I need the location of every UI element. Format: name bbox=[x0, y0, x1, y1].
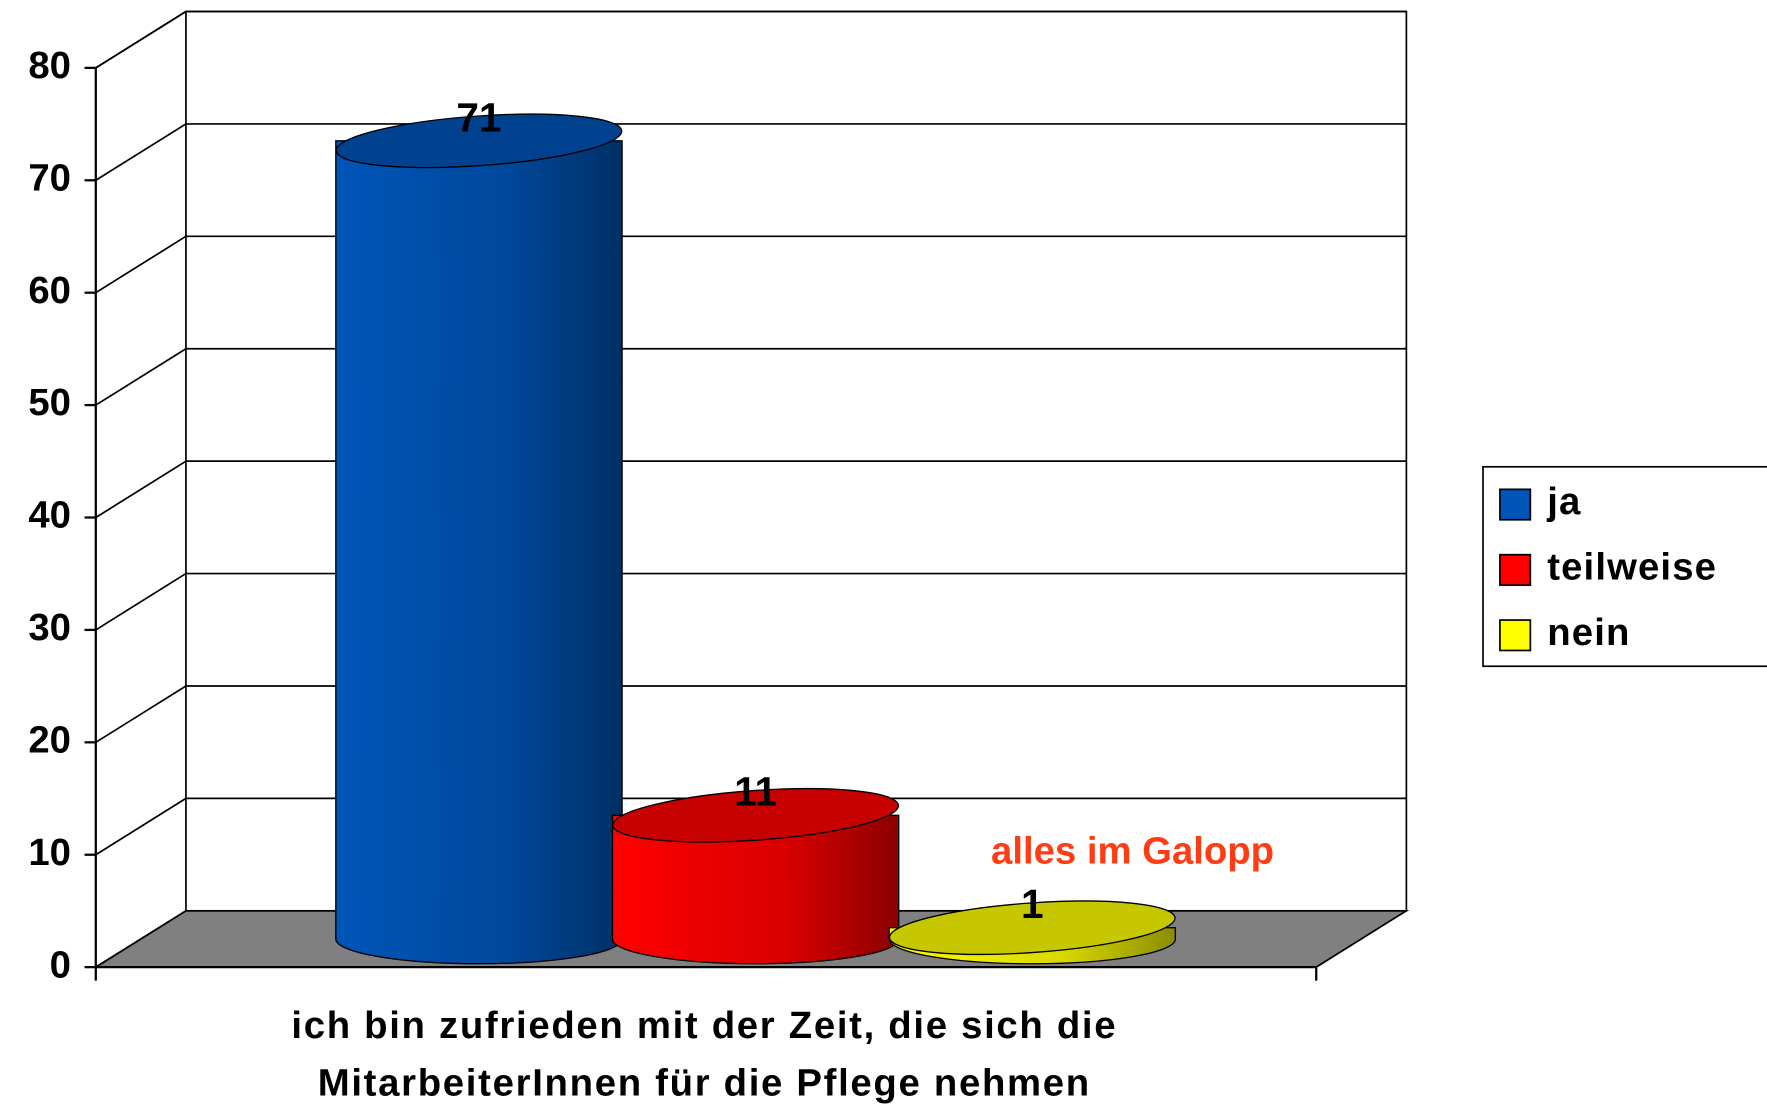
grid-line bbox=[95, 685, 187, 744]
grid-line bbox=[95, 572, 187, 631]
cylinder-body bbox=[611, 814, 900, 965]
legend-label: teilweise bbox=[1547, 545, 1717, 588]
legend-label: nein bbox=[1547, 611, 1630, 654]
cylinder bbox=[611, 787, 900, 965]
y-tick-label: 40 bbox=[28, 494, 71, 537]
cylinder-body bbox=[335, 140, 623, 965]
cylinder-top bbox=[335, 113, 623, 169]
legend-swatch bbox=[1499, 488, 1532, 521]
value-label: 1 bbox=[1021, 881, 1044, 927]
y-tick-label: 70 bbox=[28, 156, 71, 199]
x-label-box: ich bin zufrieden mit der Zeit, die sich… bbox=[291, 1004, 1118, 1105]
y-tick-label: 60 bbox=[28, 269, 71, 312]
cylinder-top bbox=[612, 787, 900, 843]
value-label: 11 bbox=[734, 769, 777, 815]
legend-swatch bbox=[1499, 619, 1532, 652]
grid-line bbox=[95, 123, 187, 181]
grid-line bbox=[95, 797, 187, 856]
y-tick-label: 30 bbox=[28, 606, 71, 649]
y-tick-label: 10 bbox=[28, 831, 71, 874]
grid-line bbox=[95, 910, 187, 968]
cylinder bbox=[888, 900, 1177, 965]
y-tick-label: 0 bbox=[50, 943, 71, 986]
value-label: 71 bbox=[456, 94, 501, 140]
y-tick-label: 20 bbox=[28, 718, 71, 761]
y-tick-label: 80 bbox=[28, 44, 71, 87]
grid-line bbox=[95, 235, 187, 294]
grid-line bbox=[95, 10, 187, 69]
annotation: alles im Galopp bbox=[991, 829, 1274, 872]
legend-label: ja bbox=[1546, 480, 1581, 523]
cylinder-top bbox=[888, 900, 1176, 956]
x-tick-label: ich bin zufrieden mit der Zeit, die sich… bbox=[291, 1004, 1118, 1105]
grid-line bbox=[95, 460, 187, 519]
cylinder bbox=[335, 113, 623, 965]
legend-swatch bbox=[1499, 553, 1532, 586]
grid-line bbox=[95, 348, 187, 406]
y-tick-label: 50 bbox=[28, 381, 71, 424]
